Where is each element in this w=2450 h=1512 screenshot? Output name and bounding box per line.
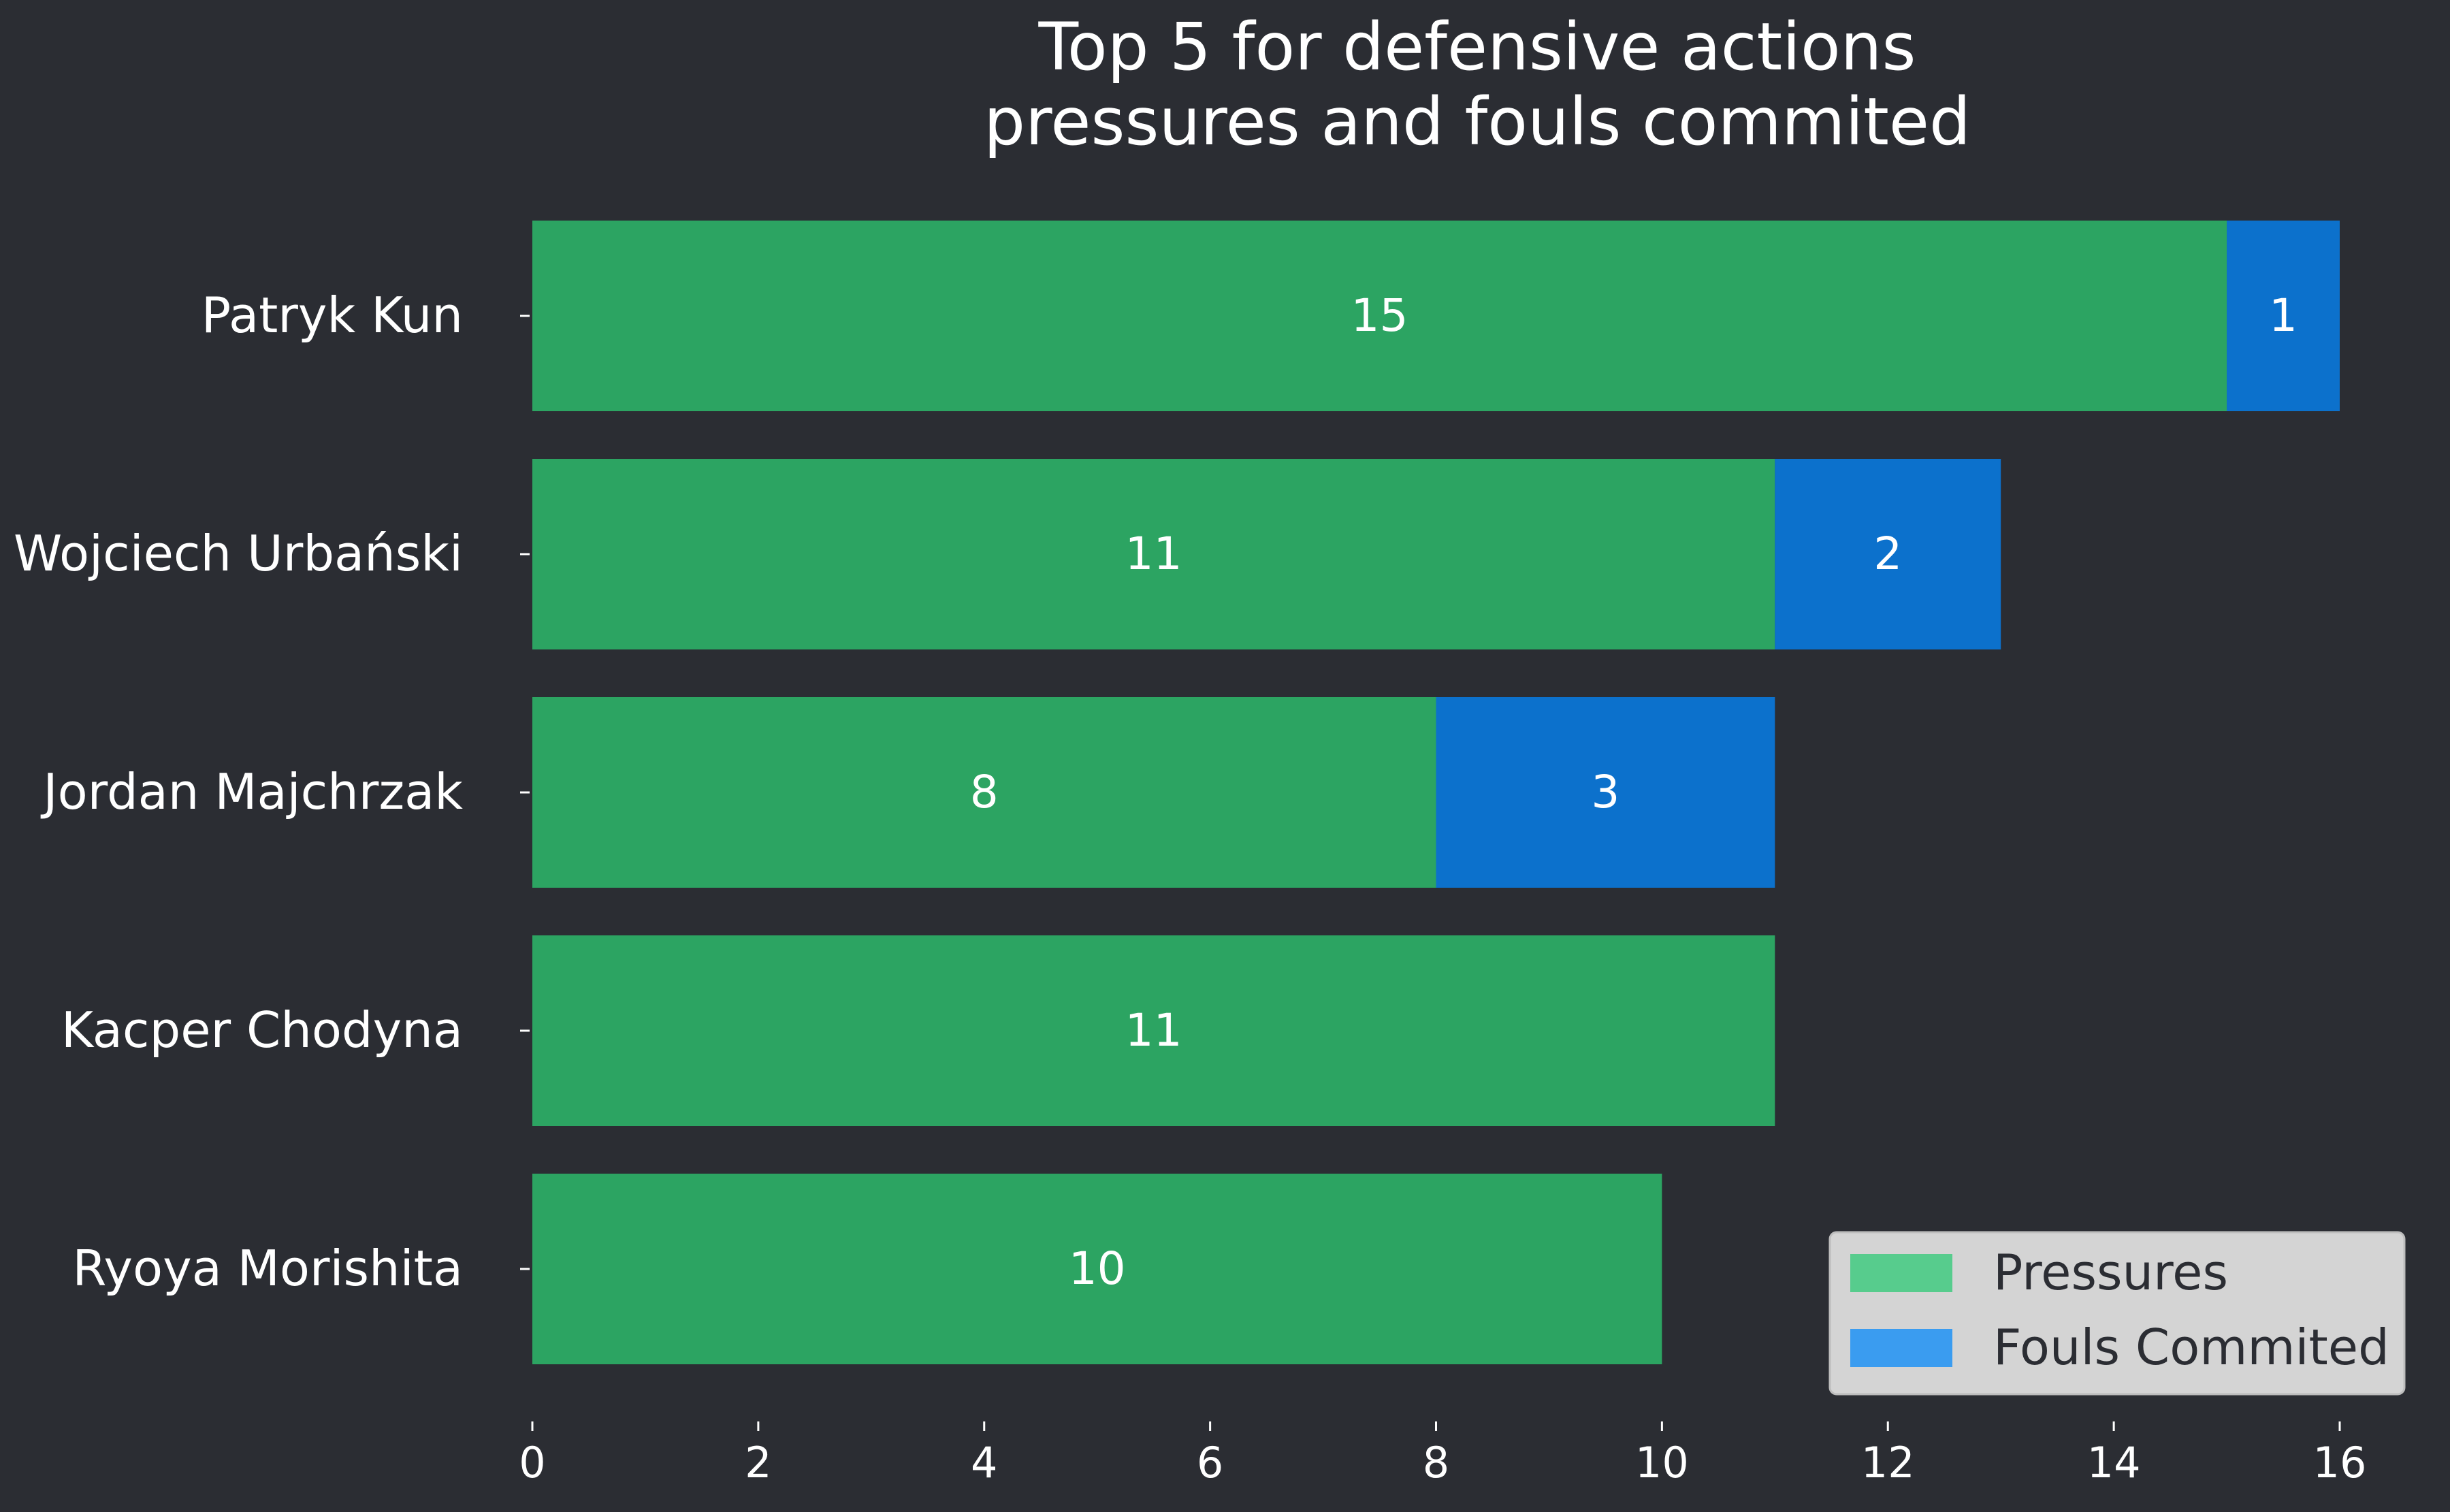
bars-group: [532, 221, 2340, 1364]
bar-value-label-pressures: 15: [1351, 289, 1408, 342]
category-label: Wojciech Urbański: [14, 525, 463, 582]
bar-value-label-fouls: 3: [1591, 766, 1619, 818]
legend-box: [1828, 1231, 2406, 1396]
x-tick-label: 2: [745, 1438, 771, 1487]
bar-value-label-pressures: 11: [1125, 528, 1182, 580]
legend: Pressures Fouls Commited: [1828, 1231, 2406, 1396]
bar-pressures: [532, 1174, 1662, 1364]
x-tick-label: 0: [519, 1438, 545, 1487]
bar-pressures: [532, 697, 1436, 888]
bar-value-label-pressures: 8: [970, 766, 999, 818]
bar-pressures: [532, 935, 1775, 1126]
bar-pressures: [532, 221, 2227, 411]
x-tick-label: 10: [1635, 1438, 1689, 1487]
x-tick-label: 4: [971, 1438, 997, 1487]
legend-swatch-pressures: [1850, 1254, 1952, 1292]
x-tick-label: 6: [1197, 1438, 1223, 1487]
bar-fouls-commited: [2227, 221, 2340, 411]
bar-fouls-commited: [1775, 459, 2001, 649]
legend-swatch-fouls-commited: [1850, 1329, 1952, 1367]
bar-fouls-commited: [1436, 697, 1775, 888]
legend-label-fouls-commited: Fouls Commited: [1993, 1319, 2389, 1376]
x-tick-label: 14: [2087, 1438, 2141, 1487]
y-axis: Patryk Kun Wojciech Urbański Jordan Majchr…: [14, 287, 530, 1297]
x-tick-label: 8: [1423, 1438, 1449, 1487]
legend-label-pressures: Pressures: [1993, 1244, 2228, 1301]
bar-pressures: [532, 459, 1775, 649]
bar-value-label-fouls: 2: [1873, 528, 1902, 580]
bar-value-label-pressures: 10: [1069, 1242, 1126, 1295]
chart-title-line: Top 5 for defensive actions: [1038, 9, 1916, 85]
bar-value-label-fouls: 1: [2269, 289, 2298, 342]
x-tick-label: 12: [1861, 1438, 1915, 1487]
category-label: Patryk Kun: [202, 287, 463, 344]
chart-title-line: pressures and fouls commited: [984, 84, 1971, 160]
category-label: Jordan Majchrzak: [40, 763, 463, 820]
category-label: Kacper Chodyna: [61, 1001, 463, 1059]
category-label: Ryoya Morishita: [72, 1240, 463, 1297]
chart-title: Top 5 for defensive actions pressures and…: [984, 9, 1971, 160]
x-tick-label: 16: [2313, 1438, 2367, 1487]
x-axis: 0 2 4 6 8 10 12 14 16: [519, 1421, 2366, 1487]
bar-value-label-pressures: 11: [1125, 1004, 1182, 1057]
